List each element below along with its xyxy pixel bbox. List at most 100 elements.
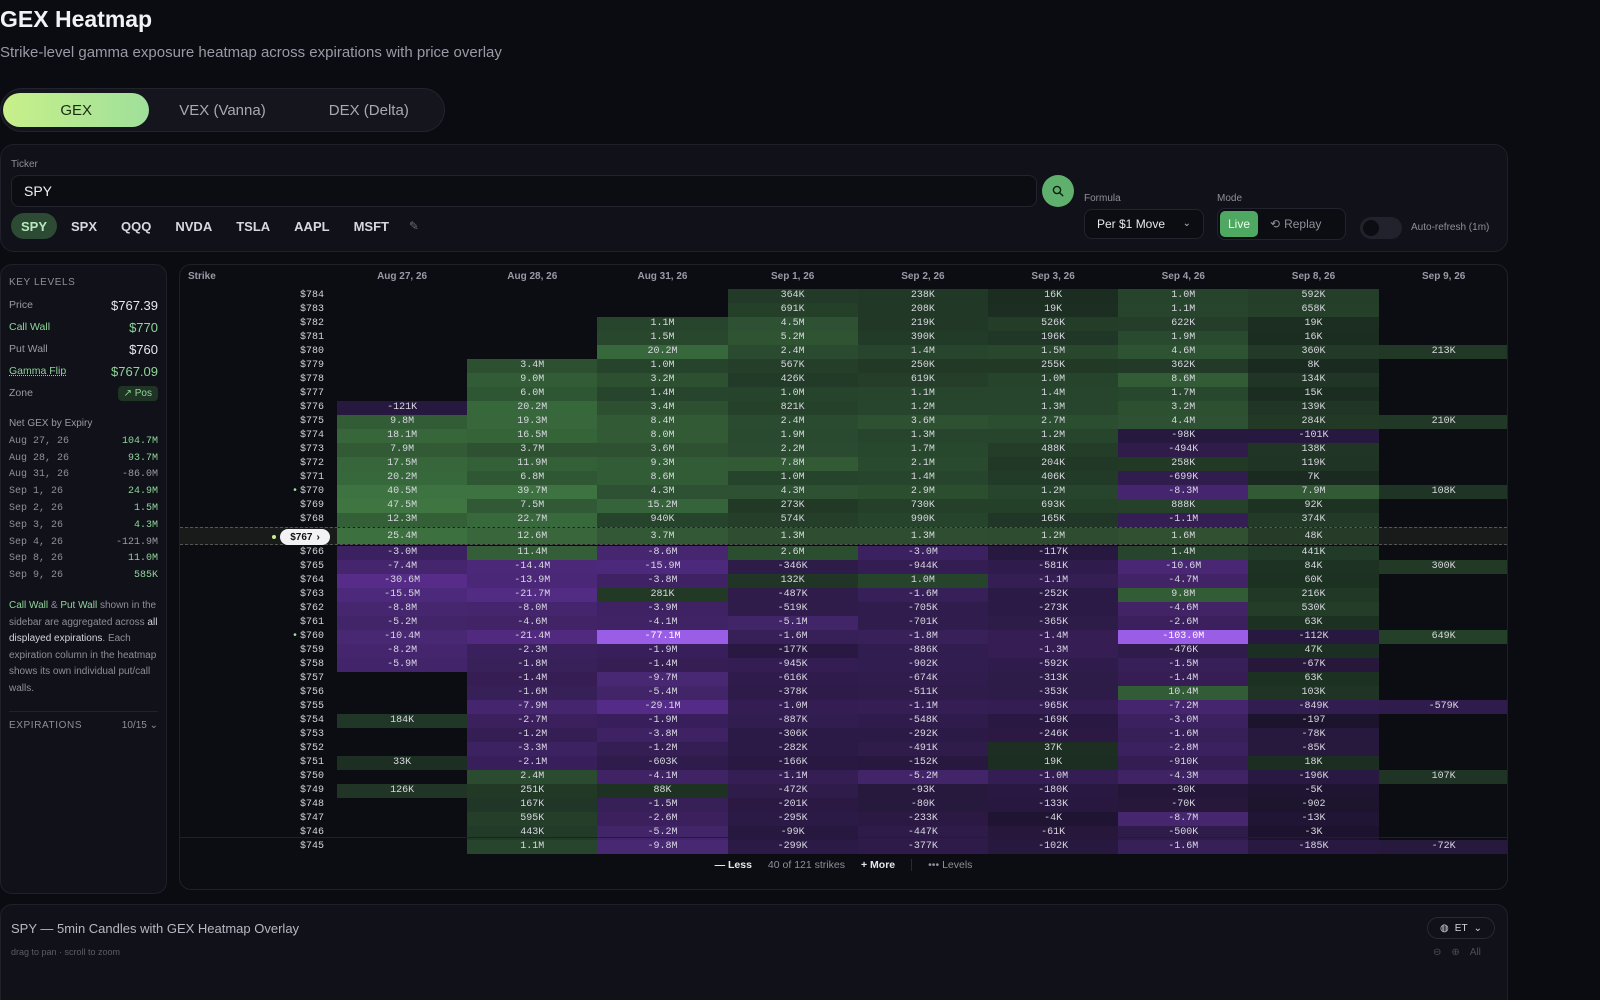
gex-cell[interactable]: 39.7M: [467, 485, 598, 499]
gex-cell[interactable]: [1379, 331, 1507, 345]
gex-cell[interactable]: 18K: [1248, 756, 1379, 770]
gex-cell[interactable]: 9.0M: [467, 373, 598, 387]
gex-cell[interactable]: 213K: [1378, 345, 1507, 359]
gex-cell[interactable]: -70K: [1118, 798, 1249, 812]
gex-cell[interactable]: -5.2M: [597, 826, 728, 840]
gex-cell[interactable]: [1379, 658, 1507, 672]
gex-cell[interactable]: 530K: [1248, 602, 1379, 616]
gex-cell[interactable]: [597, 303, 727, 317]
gex-cell[interactable]: -1.1M: [727, 770, 858, 784]
gex-cell[interactable]: -85K: [1248, 742, 1379, 756]
less-button[interactable]: — Less: [715, 859, 752, 871]
gex-cell[interactable]: -472K: [727, 784, 858, 798]
gex-cell[interactable]: 10.4M: [1118, 686, 1249, 700]
gex-cell[interactable]: 4.3M: [727, 485, 858, 499]
gex-cell[interactable]: -102K: [988, 840, 1119, 854]
gex-cell[interactable]: 251K: [467, 784, 598, 798]
gex-cell[interactable]: 1.5M: [988, 345, 1119, 359]
gex-cell[interactable]: -21.7M: [467, 588, 598, 602]
gex-cell[interactable]: [467, 303, 597, 317]
gex-cell[interactable]: -21.4M: [467, 630, 598, 644]
gex-cell[interactable]: 11.4M: [467, 546, 598, 560]
gex-cell[interactable]: -519K: [727, 602, 858, 616]
gex-cell[interactable]: 7K: [1248, 471, 1379, 485]
gex-cell[interactable]: 88K: [597, 784, 728, 798]
gex-cell[interactable]: [1379, 756, 1507, 770]
gex-cell[interactable]: 20.2M: [467, 401, 598, 415]
gex-cell[interactable]: 119K: [1248, 457, 1379, 471]
gex-cell[interactable]: 1.9M: [727, 429, 858, 443]
search-button[interactable]: [1042, 175, 1074, 207]
gex-cell[interactable]: -1.1M: [1118, 513, 1249, 527]
tab-vex[interactable]: VEX (Vanna): [179, 101, 266, 119]
gex-cell[interactable]: -1.8M: [467, 658, 598, 672]
gex-cell[interactable]: [1379, 457, 1507, 471]
gex-cell[interactable]: 1.0M: [988, 373, 1119, 387]
gex-cell[interactable]: 134K: [1248, 373, 1379, 387]
gex-cell[interactable]: -511K: [857, 686, 988, 700]
gex-cell[interactable]: [337, 700, 467, 714]
gex-cell[interactable]: -1.5M: [597, 798, 728, 812]
gex-cell[interactable]: 8.6M: [1118, 373, 1249, 387]
gex-cell[interactable]: [1379, 289, 1507, 303]
gex-cell[interactable]: 2.4M: [727, 345, 858, 359]
gex-cell[interactable]: [1379, 672, 1507, 686]
gex-cell[interactable]: 4.5M: [727, 317, 858, 331]
gex-cell[interactable]: -306K: [727, 728, 858, 742]
gex-cell[interactable]: -2.7M: [467, 714, 598, 728]
gex-cell[interactable]: [467, 289, 597, 303]
gex-cell[interactable]: [337, 672, 467, 686]
gex-cell[interactable]: 60K: [1248, 574, 1379, 588]
gex-cell[interactable]: 167K: [467, 798, 598, 812]
gex-cell[interactable]: [1379, 588, 1507, 602]
gex-cell[interactable]: -9.7M: [597, 672, 728, 686]
gex-cell[interactable]: 7.5M: [467, 499, 598, 513]
gex-cell[interactable]: [337, 317, 467, 331]
gex-cell[interactable]: -10.4M: [337, 630, 468, 644]
gex-cell[interactable]: 1.1M: [597, 317, 728, 331]
gex-cell[interactable]: -944K: [857, 560, 988, 574]
tab-dex[interactable]: DEX (Delta): [328, 101, 409, 119]
gex-cell[interactable]: 526K: [988, 317, 1119, 331]
gex-cell[interactable]: 219K: [857, 317, 988, 331]
gex-cell[interactable]: 4.3M: [597, 485, 728, 499]
gex-cell[interactable]: -10.6M: [1118, 560, 1249, 574]
gex-cell[interactable]: -487K: [727, 588, 858, 602]
gex-cell[interactable]: -2.8M: [1118, 742, 1249, 756]
gex-cell[interactable]: -117K: [988, 546, 1119, 560]
gex-cell[interactable]: [1379, 714, 1507, 728]
gex-cell[interactable]: -78K: [1248, 728, 1379, 742]
gex-cell[interactable]: [337, 728, 467, 742]
gex-cell[interactable]: -7.2M: [1118, 700, 1249, 714]
gex-cell[interactable]: 3.4M: [597, 401, 728, 415]
gex-cell[interactable]: -705K: [857, 602, 988, 616]
gex-cell[interactable]: 3.6M: [597, 443, 728, 457]
gex-cell[interactable]: 2.1M: [857, 457, 988, 471]
gex-cell[interactable]: 139K: [1248, 401, 1379, 415]
gex-cell[interactable]: 138K: [1248, 443, 1379, 457]
ticker-chip-nvda[interactable]: NVDA: [175, 218, 213, 234]
gex-cell[interactable]: 1.4M: [857, 471, 988, 485]
gex-cell[interactable]: 250K: [857, 359, 988, 373]
gex-cell[interactable]: 48K: [1248, 528, 1379, 544]
gex-cell[interactable]: 5.2M: [727, 331, 858, 345]
gex-cell[interactable]: 9.8M: [337, 415, 468, 429]
gex-cell[interactable]: 20.2M: [597, 345, 728, 359]
gex-cell[interactable]: -61K: [988, 826, 1119, 840]
gex-cell[interactable]: -1.4M: [988, 630, 1119, 644]
gex-cell[interactable]: 592K: [1248, 289, 1379, 303]
gex-cell[interactable]: -30.6M: [337, 574, 468, 588]
gex-cell[interactable]: [337, 686, 467, 700]
gex-cell[interactable]: 16.5M: [467, 429, 598, 443]
gex-cell[interactable]: 441K: [1248, 546, 1379, 560]
gex-cell[interactable]: 443K: [467, 826, 598, 840]
gex-cell[interactable]: -603K: [597, 756, 728, 770]
gex-cell[interactable]: 1.0M: [597, 359, 728, 373]
gex-cell[interactable]: 184K: [337, 714, 468, 728]
gex-cell[interactable]: 63K: [1248, 672, 1379, 686]
gex-cell[interactable]: 1.0M: [857, 574, 988, 588]
gex-cell[interactable]: 3.7M: [597, 528, 728, 544]
gex-cell[interactable]: -13.9M: [467, 574, 598, 588]
gex-cell[interactable]: 6.8M: [467, 471, 598, 485]
gex-cell[interactable]: -4.6M: [1118, 602, 1249, 616]
